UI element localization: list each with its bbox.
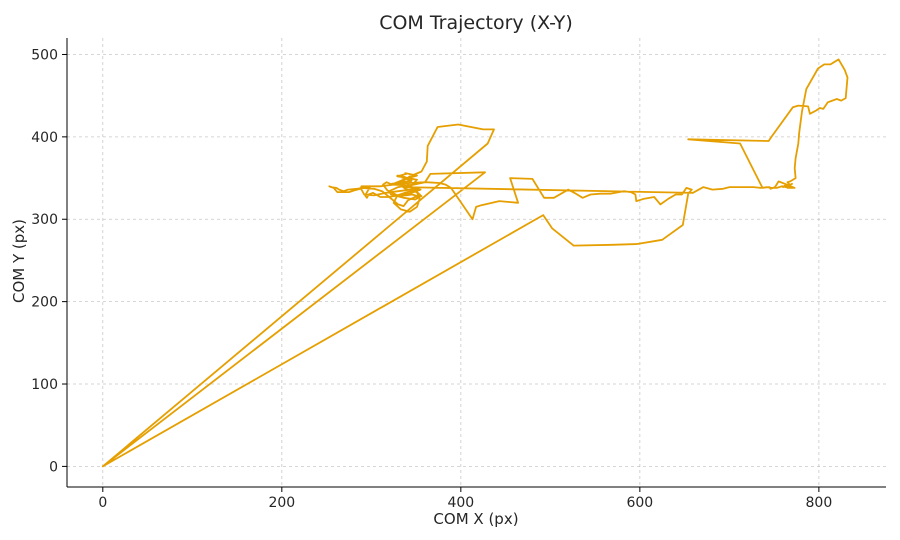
y-tick-label: 100 (31, 377, 58, 393)
y-axis-label: COM Y (px) (10, 219, 28, 303)
x-tick-label: 0 (98, 495, 107, 511)
plot-area (101, 58, 849, 468)
x-tick-label: 200 (268, 495, 295, 511)
x-tick-label: 800 (806, 495, 833, 511)
y-tick-label: 200 (31, 295, 58, 311)
y-tick-label: 300 (31, 212, 58, 228)
y-tick-label: 400 (31, 130, 58, 146)
axes (62, 38, 886, 492)
tick-labels: 0 200 400 600 800 0 100 200 300 400 500 (31, 47, 832, 511)
x-tick-label: 400 (447, 495, 474, 511)
y-tick-label: 500 (31, 47, 58, 63)
grid (67, 38, 886, 487)
x-tick-label: 600 (626, 495, 653, 511)
trajectory-line (101, 58, 849, 468)
x-axis-label: COM X (px) (433, 510, 518, 528)
chart-title: COM Trajectory (X-Y) (379, 12, 573, 34)
y-tick-label: 0 (49, 459, 58, 475)
